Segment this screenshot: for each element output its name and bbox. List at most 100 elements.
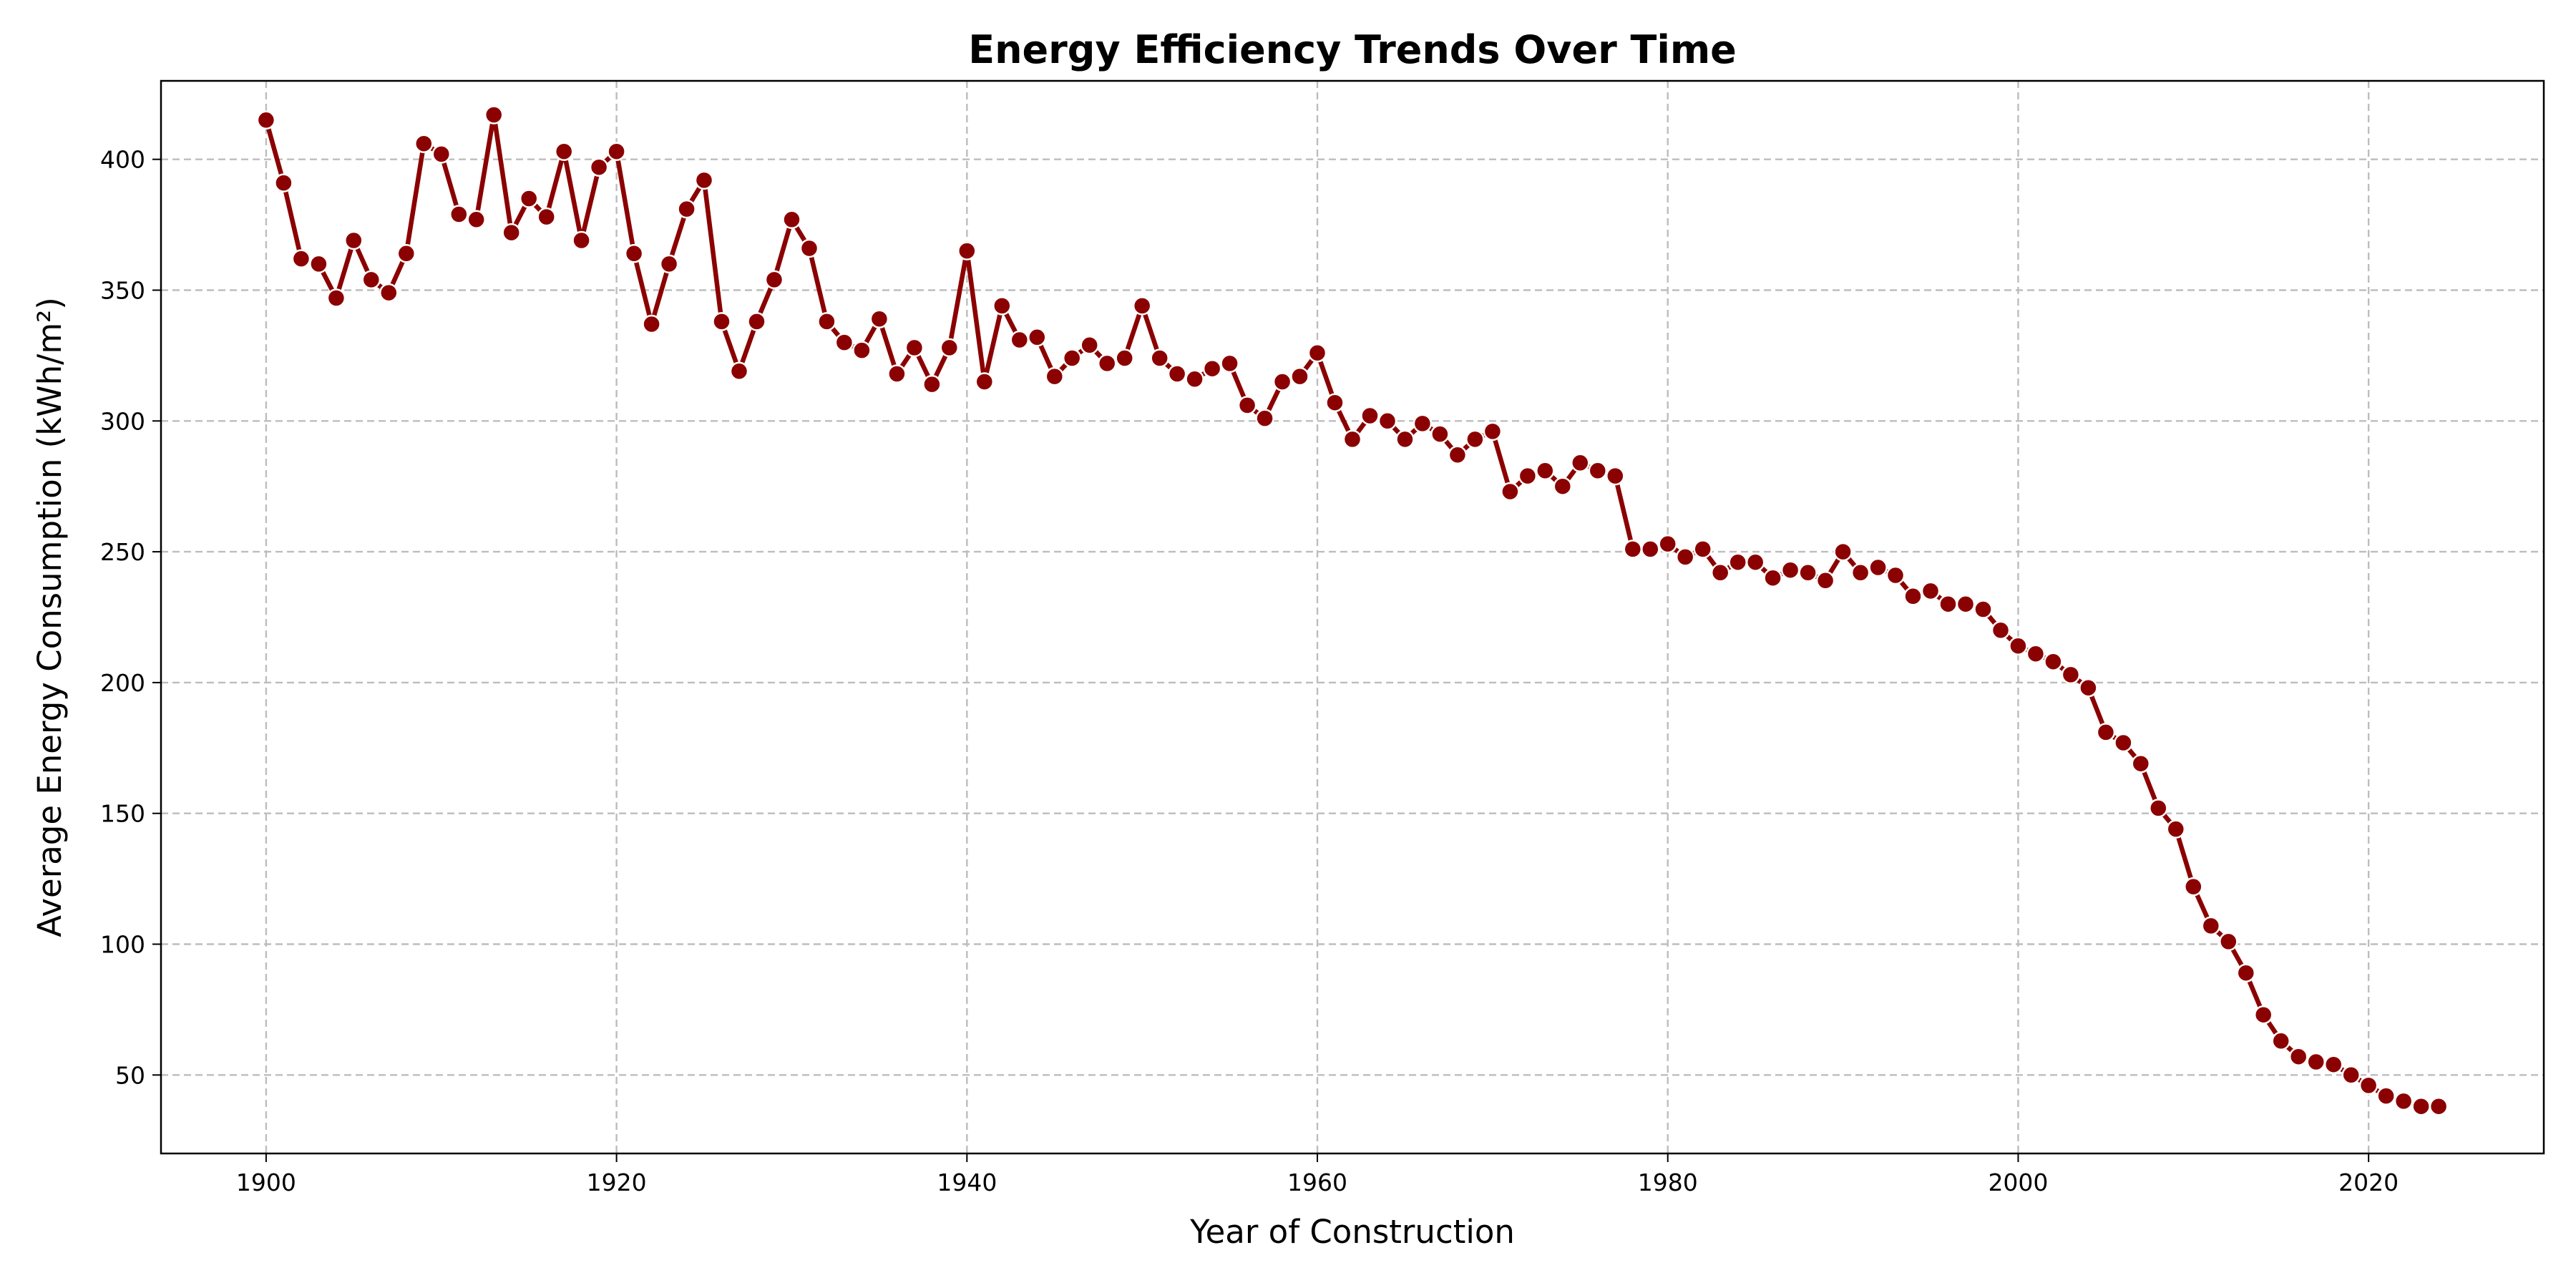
- data-point: [1395, 429, 1415, 449]
- data-point: [1062, 348, 1082, 368]
- data-point: [1167, 364, 1187, 384]
- data-point: [1413, 414, 1433, 434]
- y-axis-label: Average Energy Consumption (kWh/m²): [31, 297, 69, 937]
- y-tick-label: 150: [100, 800, 145, 828]
- data-point: [554, 142, 574, 161]
- x-tick-label: 1920: [587, 1169, 647, 1196]
- x-tick-label: 2000: [1988, 1169, 2048, 1196]
- data-point: [2236, 963, 2256, 982]
- data-point: [1360, 406, 1380, 426]
- data-point: [519, 189, 539, 208]
- x-tick-label: 2020: [2338, 1169, 2399, 1196]
- data-point: [747, 312, 766, 331]
- y-tick-label: 100: [100, 931, 145, 959]
- data-point: [274, 173, 293, 192]
- data-point: [1028, 328, 1047, 347]
- data-point: [1588, 461, 1608, 481]
- data-point: [1501, 482, 1520, 502]
- grid-lines: [161, 81, 2544, 1153]
- x-tick-label: 1960: [1287, 1169, 1347, 1196]
- data-point: [852, 341, 872, 360]
- data-point: [940, 338, 960, 358]
- data-point: [2306, 1052, 2326, 1072]
- data-point: [1606, 466, 1625, 486]
- y-tick-label: 250: [100, 538, 145, 566]
- data-point: [1010, 330, 1030, 350]
- chart-title: Energy Efficiency Trends Over Time: [968, 27, 1737, 72]
- data-point: [887, 364, 907, 384]
- data-point: [904, 338, 924, 358]
- data-point: [1430, 424, 1450, 444]
- data-point: [1850, 563, 1870, 582]
- data-point: [326, 288, 346, 308]
- x-tick-label: 1980: [1638, 1169, 1698, 1196]
- data-point: [1150, 348, 1169, 368]
- data-point: [1272, 372, 1292, 391]
- data-point: [2044, 652, 2063, 671]
- data-point: [2131, 753, 2151, 774]
- data-point: [1536, 461, 1555, 481]
- data-point: [1185, 369, 1204, 389]
- data-point: [1833, 542, 1853, 562]
- data-point: [309, 254, 328, 274]
- y-tick-label: 200: [100, 669, 145, 697]
- data-point: [2149, 799, 2168, 818]
- y-tick-label: 300: [100, 407, 145, 435]
- data-point: [1132, 296, 1152, 316]
- data-point: [1693, 540, 1712, 559]
- data-point: [1097, 353, 1117, 374]
- data-point: [869, 309, 889, 328]
- data-point: [2253, 1005, 2273, 1025]
- data-point: [1885, 565, 1906, 585]
- data-point: [1991, 620, 2011, 640]
- data-point: [1325, 393, 1345, 412]
- data-point: [2026, 644, 2046, 663]
- data-point: [2079, 678, 2098, 698]
- data-point: [344, 230, 364, 250]
- x-tick-label: 1940: [937, 1169, 997, 1196]
- data-point: [2323, 1055, 2343, 1074]
- data-point: [291, 249, 311, 268]
- data-point: [484, 105, 504, 125]
- data-point: [1290, 366, 1309, 386]
- data-point: [1080, 336, 1099, 355]
- data-point: [449, 205, 469, 224]
- data-point: [1658, 534, 1677, 554]
- data-point: [1745, 552, 1765, 572]
- data-point: [256, 110, 276, 130]
- data-point: [572, 230, 591, 250]
- data-point: [2096, 723, 2116, 742]
- data-point: [799, 238, 819, 258]
- data-point: [992, 296, 1012, 316]
- data-point: [1956, 594, 1976, 614]
- data-point: [834, 333, 854, 352]
- data-point: [379, 283, 399, 303]
- data-point: [2394, 1091, 2414, 1111]
- data-point: [1115, 348, 1134, 368]
- data-point: [537, 207, 556, 227]
- data-point: [922, 374, 942, 394]
- data-point: [1377, 411, 1397, 431]
- data-point: [1815, 571, 1835, 590]
- data-point: [2429, 1096, 2449, 1116]
- data-point: [1202, 358, 1222, 379]
- data-point: [1641, 540, 1660, 559]
- data-point: [2114, 733, 2133, 753]
- plot-frame: [160, 79, 2545, 1155]
- data-point: [431, 145, 452, 164]
- data-point: [1045, 366, 1065, 386]
- y-tick-label: 350: [100, 276, 145, 304]
- data-point: [817, 312, 836, 331]
- data-point: [1938, 594, 1958, 614]
- data-point: [2288, 1047, 2308, 1066]
- data-point: [1974, 600, 1993, 619]
- data-point: [1710, 563, 1730, 582]
- y-tick-label: 50: [115, 1061, 145, 1089]
- data-point: [2184, 877, 2203, 897]
- data-point: [642, 314, 661, 334]
- data-point: [2219, 932, 2238, 952]
- data-point: [694, 170, 714, 190]
- data-point: [1465, 429, 1485, 449]
